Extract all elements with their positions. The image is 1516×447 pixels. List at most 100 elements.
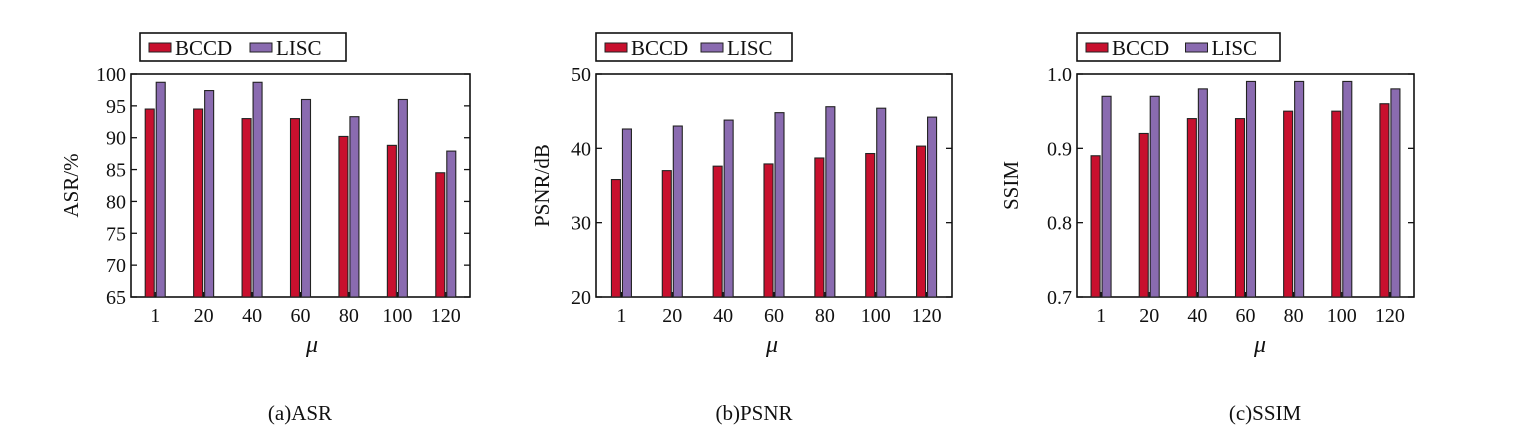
x-tick-label: 80 <box>1284 305 1304 327</box>
panel-caption: (c)SSIM <box>1229 401 1302 425</box>
legend: BCCD LISC <box>139 32 347 62</box>
legend-label-bccd: BCCD <box>1112 36 1169 60</box>
y-tick-label: 0.7 <box>1047 287 1072 309</box>
bar-lisc-1 <box>1101 95 1112 298</box>
bar-bccd-100 <box>865 152 876 298</box>
bar-lisc-100 <box>397 98 408 298</box>
bar-lisc-40 <box>252 81 263 298</box>
bar-bccd-40 <box>1186 118 1197 298</box>
bar-bccd-80 <box>814 157 825 298</box>
legend-label-lisc: LISC <box>1212 36 1258 60</box>
y-tick-label: 100 <box>96 64 126 86</box>
bar-bccd-60 <box>1234 118 1246 298</box>
legend-label-lisc: LISC <box>727 36 773 60</box>
y-tick-label: 75 <box>106 223 126 245</box>
bar-bccd-20 <box>193 108 204 298</box>
bar-lisc-120 <box>1390 88 1401 298</box>
x-tick-label: 20 <box>194 305 214 327</box>
panel-caption: (a)ASR <box>268 401 332 425</box>
bar-lisc-80 <box>349 116 360 298</box>
legend-label-lisc: LISC <box>276 36 322 60</box>
y-axis-label: ASR/% <box>59 153 83 217</box>
x-tick-label: 20 <box>1139 305 1159 327</box>
x-tick-label: 80 <box>815 305 835 327</box>
x-tick-label: 120 <box>912 305 942 327</box>
bar-bccd-40 <box>241 118 252 298</box>
bar-bccd-100 <box>386 144 397 298</box>
legend-swatch-bccd <box>604 42 628 53</box>
bar-bccd-1 <box>1090 155 1101 298</box>
x-axis-label: μ <box>1253 332 1266 358</box>
bar-lisc-100 <box>1342 80 1353 298</box>
x-tick-label: 100 <box>1327 305 1357 327</box>
bar-bccd-100 <box>1331 110 1342 298</box>
legend: BCCD LISC <box>595 32 793 62</box>
y-tick-label: 70 <box>106 255 126 277</box>
legend-swatch-lisc <box>700 42 724 53</box>
bar-bccd-60 <box>763 163 774 298</box>
bar-bccd-20 <box>1138 132 1149 298</box>
bar-lisc-40 <box>723 119 734 298</box>
legend-frame <box>1076 32 1281 62</box>
x-tick-label: 40 <box>1187 305 1207 327</box>
y-tick-label: 90 <box>106 128 126 150</box>
bar-lisc-20 <box>1149 95 1160 298</box>
y-tick-label: 1.0 <box>1047 64 1072 86</box>
y-tick-label: 95 <box>106 96 126 118</box>
bar-bccd-60 <box>289 118 301 298</box>
x-tick-label: 120 <box>1375 305 1405 327</box>
bar-lisc-60 <box>300 98 312 298</box>
y-tick-label: 65 <box>106 287 126 309</box>
x-tick-label: 80 <box>339 305 359 327</box>
bar-bccd-20 <box>661 170 672 298</box>
x-tick-label: 1 <box>150 305 160 327</box>
x-tick-label: 20 <box>662 305 682 327</box>
bar-lisc-1 <box>621 128 632 298</box>
panel-caption: (b)PSNR <box>715 401 792 425</box>
bar-lisc-120 <box>927 116 938 298</box>
bar-lisc-1 <box>155 81 166 298</box>
bar-lisc-20 <box>204 90 215 298</box>
bar-bccd-1 <box>610 179 621 298</box>
bar-bccd-120 <box>435 172 446 298</box>
x-tick-label: 120 <box>431 305 461 327</box>
legend-swatch-bccd <box>148 42 172 53</box>
x-tick-label: 40 <box>242 305 262 327</box>
bar-lisc-80 <box>825 106 836 298</box>
bar-lisc-80 <box>1294 80 1305 298</box>
bar-bccd-120 <box>1379 103 1390 298</box>
plot-area-frame <box>130 73 471 298</box>
bar-lisc-100 <box>876 107 887 298</box>
x-tick-label: 100 <box>382 305 412 327</box>
x-tick-label: 60 <box>291 305 311 327</box>
legend-swatch-bccd <box>1085 42 1109 53</box>
bar-lisc-60 <box>774 112 785 298</box>
plot-area-frame <box>595 73 953 298</box>
x-axis-label: μ <box>305 332 318 358</box>
bar-bccd-120 <box>916 145 927 298</box>
bar-bccd-1 <box>144 108 155 298</box>
x-tick-label: 1 <box>616 305 626 327</box>
bar-bccd-80 <box>338 135 349 298</box>
x-tick-label: 1 <box>1096 305 1106 327</box>
y-axis-label: SSIM <box>999 161 1023 210</box>
y-tick-label: 80 <box>106 191 126 213</box>
y-tick-label: 0.8 <box>1047 213 1072 235</box>
legend-swatch-lisc <box>249 42 273 53</box>
bar-lisc-120 <box>446 150 457 298</box>
legend-label-bccd: BCCD <box>175 36 232 60</box>
x-tick-label: 100 <box>861 305 891 327</box>
x-tick-label: 40 <box>713 305 733 327</box>
y-axis-label: PSNR/dB <box>530 144 554 227</box>
bar-lisc-40 <box>1197 88 1208 298</box>
bar-lisc-20 <box>672 125 683 298</box>
y-tick-label: 20 <box>571 287 591 309</box>
x-tick-label: 60 <box>764 305 784 327</box>
bar-bccd-80 <box>1283 110 1294 298</box>
bar-bccd-40 <box>712 165 723 298</box>
y-tick-label: 0.9 <box>1047 138 1072 160</box>
legend-swatch-lisc <box>1185 42 1208 53</box>
